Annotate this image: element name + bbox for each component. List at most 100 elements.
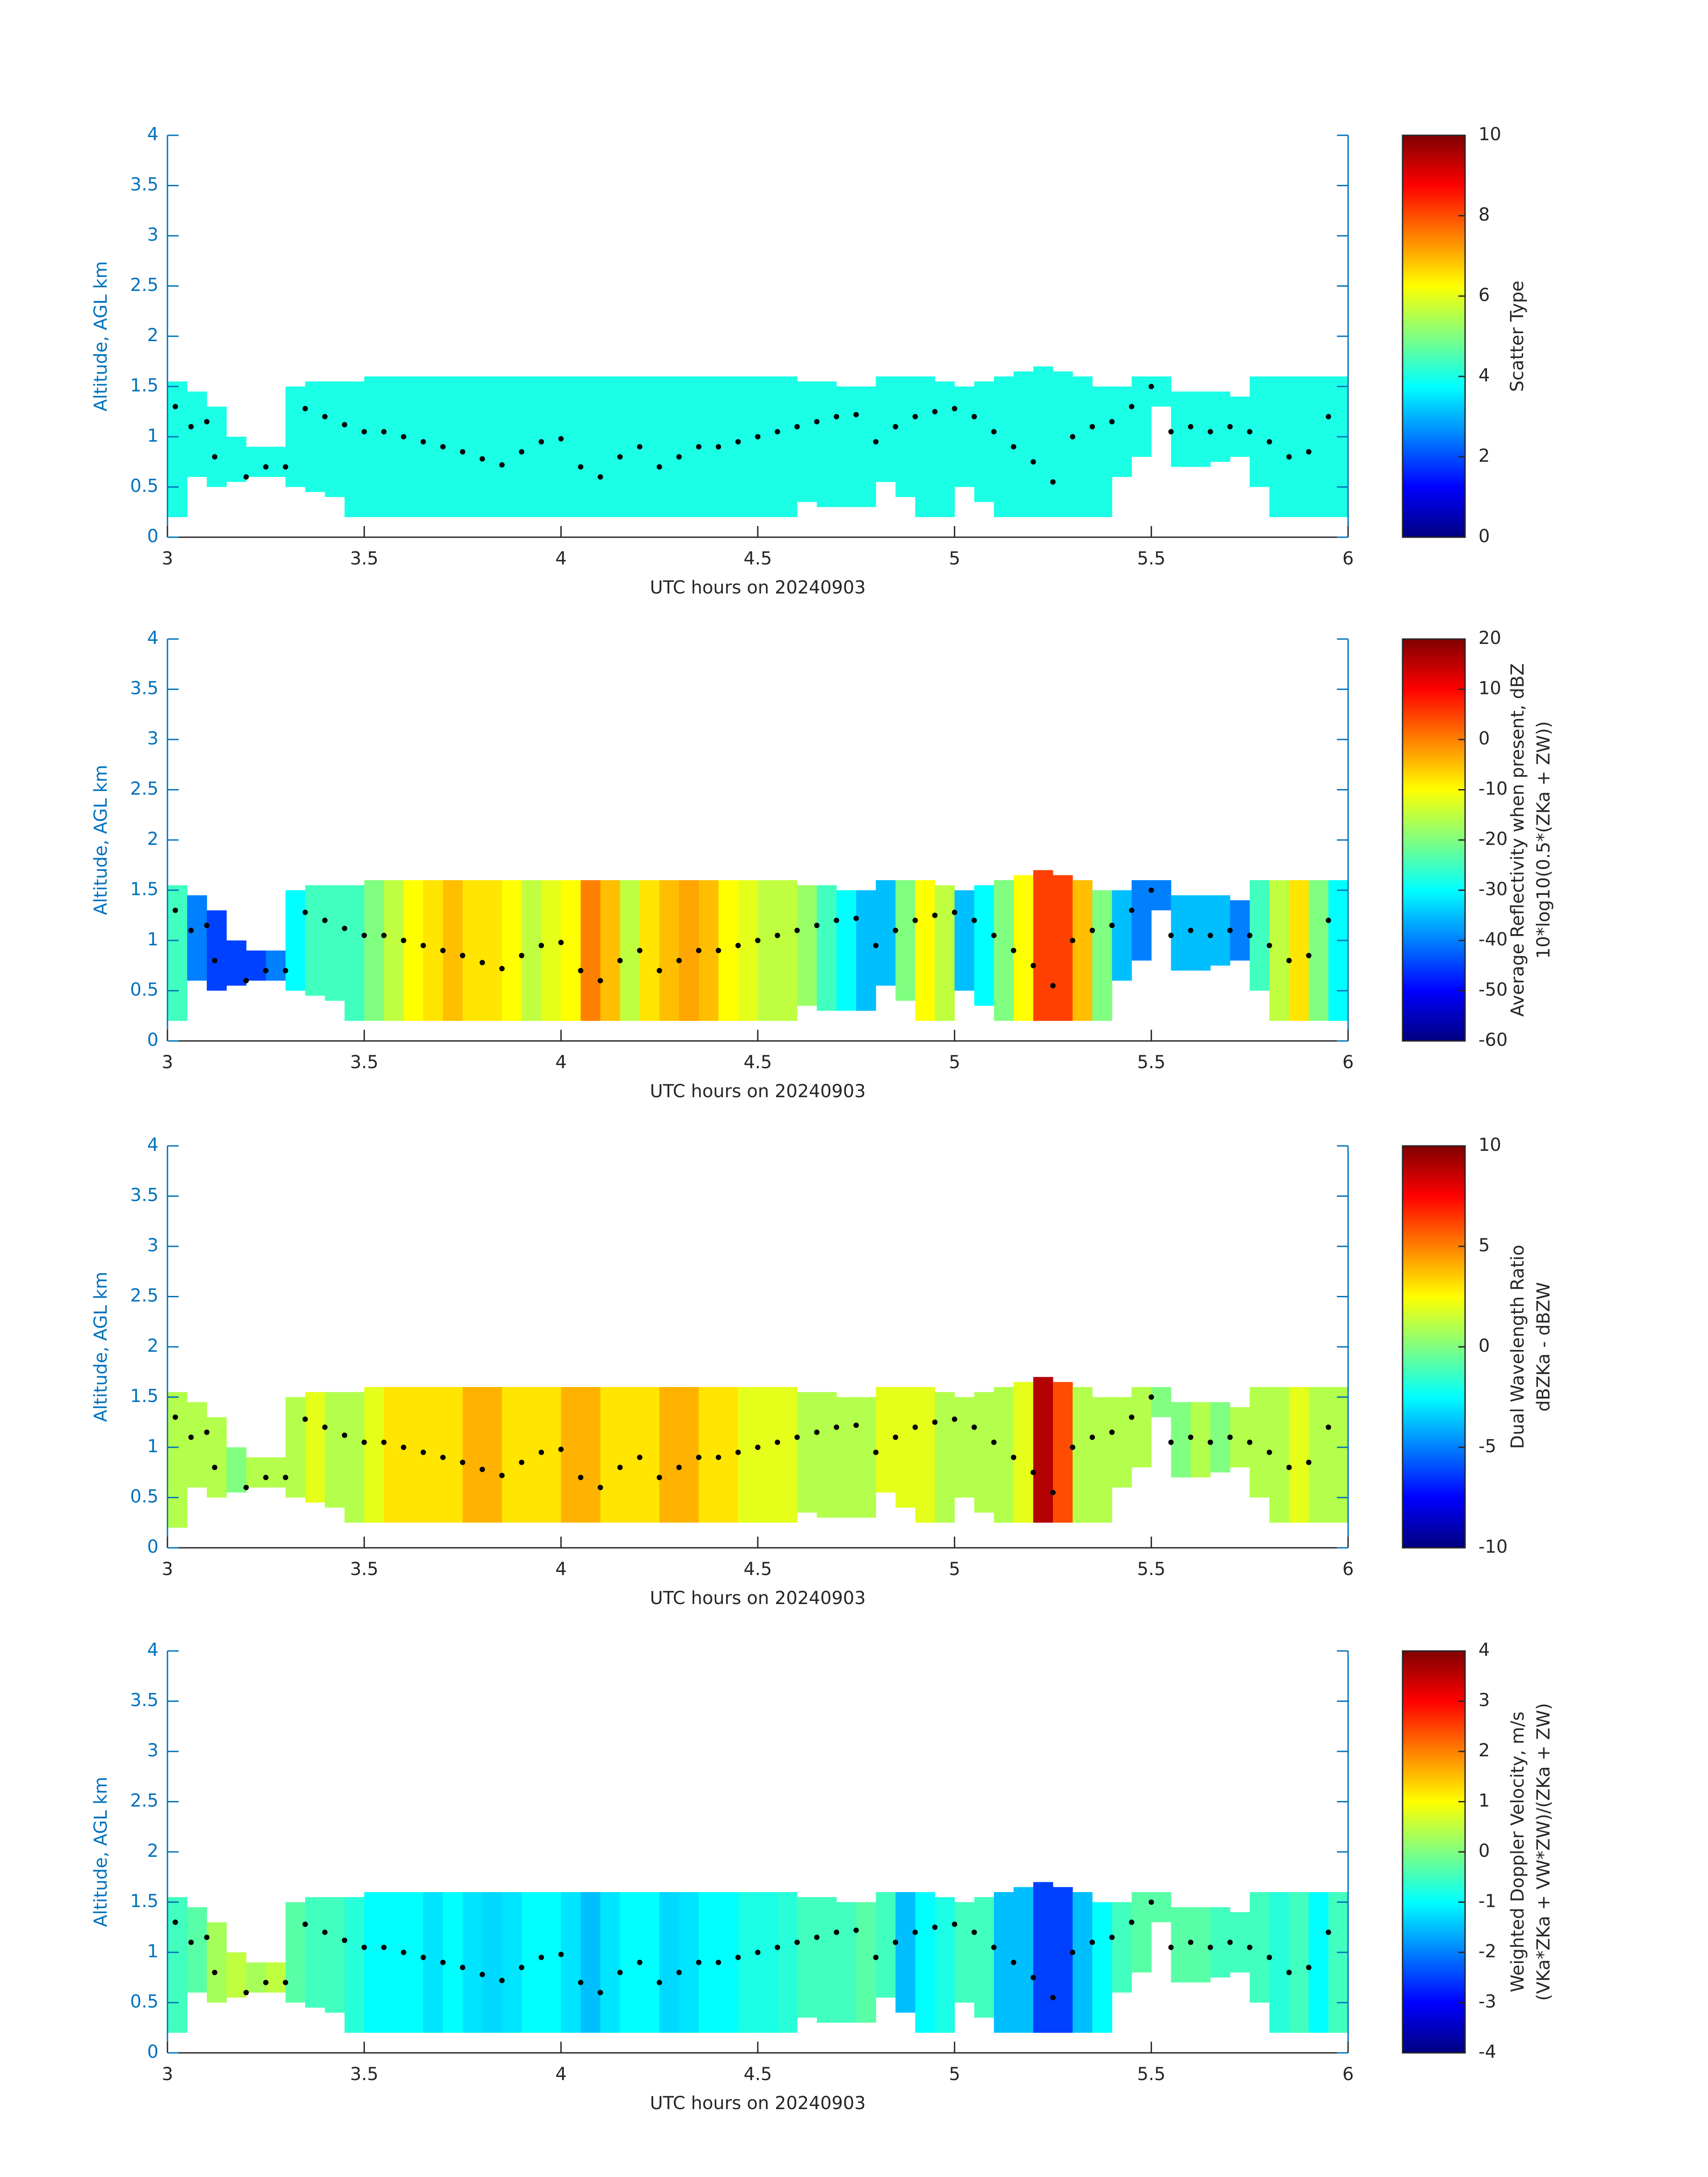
- dot: [188, 1939, 194, 1945]
- dot: [1011, 444, 1016, 450]
- dot: [1188, 928, 1194, 933]
- cell: [797, 1897, 817, 2018]
- cell: [974, 1392, 994, 1513]
- x-tick-label: 5.5: [1137, 1052, 1166, 1073]
- dot: [1188, 1434, 1194, 1440]
- cell: [285, 890, 305, 991]
- x-axis-label: UTC hours on 20240903: [650, 1588, 865, 1609]
- y-tick-label: 3: [147, 1740, 159, 1761]
- y-tick-label: 1: [147, 426, 159, 446]
- dot: [1070, 1445, 1076, 1450]
- cell: [679, 1892, 699, 2033]
- y-tick-label: 2.5: [130, 1286, 159, 1306]
- dot: [1227, 1939, 1233, 1945]
- cell: [1112, 890, 1132, 981]
- dot: [834, 1930, 839, 1935]
- cell: [1053, 371, 1073, 517]
- x-tick-label: 5.5: [1137, 2064, 1166, 2085]
- dot: [440, 948, 446, 953]
- dot: [1148, 384, 1154, 389]
- dot: [188, 1434, 194, 1440]
- cell: [639, 376, 660, 517]
- dot: [283, 464, 288, 470]
- cell: [1210, 1907, 1231, 1978]
- cell: [639, 1892, 660, 2033]
- dot: [420, 943, 426, 949]
- dot: [814, 1935, 820, 1940]
- colorbar-tick-label: 4: [1478, 365, 1490, 386]
- dot: [172, 1919, 178, 1925]
- dot: [558, 436, 564, 442]
- dot: [912, 414, 918, 419]
- dot: [1325, 414, 1331, 419]
- dot: [952, 1417, 957, 1422]
- y-tick-label: 1.5: [130, 879, 159, 900]
- dot: [1030, 1975, 1036, 1981]
- cell: [1013, 371, 1034, 517]
- x-tick-label: 6: [1342, 1052, 1353, 1073]
- cell: [974, 381, 994, 502]
- colorbar: [1402, 638, 1466, 1042]
- cell: [1249, 1387, 1270, 1498]
- cell: [935, 885, 955, 1021]
- y-tick-label: 2.5: [130, 779, 159, 799]
- cell: [226, 940, 246, 986]
- dot: [243, 1990, 249, 1995]
- cell: [974, 885, 994, 1006]
- cell: [1289, 1892, 1309, 2033]
- dot: [519, 1964, 525, 1970]
- x-tick-label: 6: [1342, 1559, 1353, 1579]
- dot: [794, 424, 800, 430]
- cell: [443, 376, 463, 517]
- y-tick-label: 2: [147, 829, 159, 849]
- dot: [1227, 928, 1233, 933]
- dot: [342, 1433, 347, 1438]
- dot: [1109, 1429, 1115, 1435]
- dot: [1207, 932, 1213, 938]
- dot: [1129, 1414, 1135, 1420]
- colorbar-tick-label: 5: [1478, 1235, 1490, 1256]
- cell: [482, 1387, 502, 1523]
- cell: [443, 880, 463, 1021]
- dot: [342, 422, 347, 427]
- cell: [1171, 391, 1191, 467]
- dot: [243, 474, 249, 480]
- colorbar-tick-label: 6: [1478, 285, 1490, 305]
- colorbar-tick-label: -3: [1478, 1992, 1496, 2012]
- cell: [718, 880, 739, 1021]
- cell: [600, 1892, 621, 2033]
- dot: [597, 1990, 603, 1995]
- dot: [381, 932, 387, 938]
- cell: [1013, 875, 1034, 1021]
- x-tick-label: 3.5: [350, 1052, 379, 1073]
- cell: [679, 376, 699, 517]
- cell: [659, 880, 680, 1021]
- cell: [580, 1892, 601, 2033]
- dot: [1168, 1944, 1174, 1950]
- cell: [305, 885, 326, 996]
- y-tick-label: 4: [147, 124, 159, 145]
- cell: [580, 376, 601, 517]
- x-tick-label: 4.5: [743, 1052, 772, 1073]
- colorbar-tick-label: -10: [1478, 779, 1508, 799]
- dot: [1050, 983, 1056, 989]
- cell: [443, 1387, 463, 1523]
- dot: [952, 910, 957, 915]
- cell: [502, 376, 522, 517]
- cell: [384, 1892, 404, 2033]
- cell: [344, 885, 365, 1021]
- x-tick-label: 3.5: [350, 2064, 379, 2085]
- y-tick-label: 0.5: [130, 980, 159, 1000]
- dot: [1227, 1434, 1233, 1440]
- cell: [1269, 1892, 1290, 2033]
- cell: [226, 1952, 246, 1998]
- dot: [1050, 479, 1056, 485]
- dot: [597, 1485, 603, 1490]
- dot: [775, 1944, 781, 1950]
- cell: [1151, 1892, 1171, 1922]
- dot: [893, 424, 898, 430]
- dot: [381, 1944, 387, 1950]
- cell: [580, 1387, 601, 1523]
- dot: [558, 1951, 564, 1957]
- dot: [1011, 948, 1016, 953]
